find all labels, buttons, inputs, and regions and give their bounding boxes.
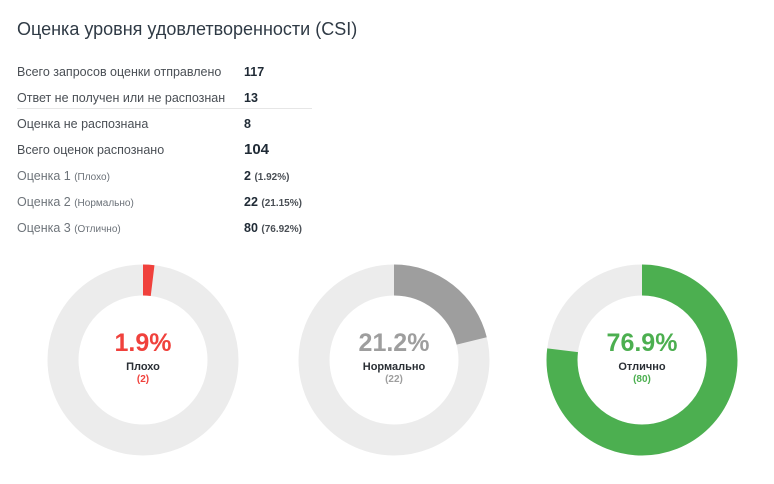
rating1-value: 2 <box>244 169 251 183</box>
rating3-pct: (76.92%) <box>261 224 302 235</box>
stat-label-sent: Всего запросов оценки отправлено <box>17 65 222 79</box>
stat-row-recognized: Всего оценок распознано 104 <box>17 136 317 162</box>
donut-arc-excellent <box>546 264 738 456</box>
stat-value-unrecognized: 8 <box>244 117 251 131</box>
stat-value-rating1: 2 (1.92%) <box>244 169 289 183</box>
donut-chart-normal: 21.2% Нормально (22) <box>296 262 492 458</box>
donut-svg-bad <box>47 264 239 456</box>
stat-value-rating3: 80 (76.92%) <box>244 221 302 235</box>
donut-arc-normal <box>298 264 490 456</box>
stat-label-rating3: Оценка 3 (Отлично) <box>17 221 121 235</box>
stat-row-unrecognized: Оценка не распознана 8 <box>17 110 317 136</box>
rating1-sub: (Плохо) <box>74 172 110 183</box>
donut-center-normal: 21.2% Нормально (22) <box>296 328 492 385</box>
stat-row-no-answer: Ответ не получен или не распознан 13 <box>17 84 317 110</box>
stat-value-no-answer: 13 <box>244 91 258 105</box>
rating3-value: 80 <box>244 221 258 235</box>
donut-chart-excellent: 76.9% Отлично (80) <box>544 262 740 458</box>
stat-label-rating1: Оценка 1 (Плохо) <box>17 169 110 183</box>
donut-percent-excellent: 76.9% <box>606 329 678 357</box>
rating2-sub: (Нормально) <box>74 198 134 209</box>
rating3-sub: (Отлично) <box>74 224 121 235</box>
stat-row-rating2: Оценка 2 (Нормально) 22 (21.15%) <box>17 188 317 214</box>
stat-row-rating3: Оценка 3 (Отлично) 80 (76.92%) <box>17 214 317 240</box>
stat-value-recognized: 104 <box>244 141 270 158</box>
stat-row-sent: Всего запросов оценки отправлено 117 <box>17 58 317 84</box>
donut-count-excellent: (80) <box>633 374 651 385</box>
rating3-label: Оценка 3 <box>17 221 71 235</box>
stat-label-rating2: Оценка 2 (Нормально) <box>17 195 134 209</box>
page-title: Оценка уровня удовлетворенности (CSI) <box>17 19 358 39</box>
donut-percent-normal: 21.2% <box>358 329 430 357</box>
stat-value-rating2: 22 (21.15%) <box>244 195 302 209</box>
donut-count-normal: (22) <box>385 374 403 385</box>
donut-count-bad: (2) <box>136 374 150 385</box>
stats-table: Всего запросов оценки отправлено 117 Отв… <box>17 58 317 240</box>
stat-value-sent: 117 <box>244 65 265 79</box>
donut-name-excellent: Отлично <box>618 361 666 373</box>
donut-percent-bad: 1.9% <box>114 329 172 357</box>
donut-svg-normal <box>298 264 490 456</box>
stat-label-recognized: Всего оценок распознано <box>17 143 165 157</box>
donut-arc-bad <box>47 264 239 456</box>
donut-chart-bad: 1.9% Плохо (2) <box>45 262 241 458</box>
rating2-value: 22 <box>244 195 258 209</box>
stat-label-unrecognized: Оценка не распознана <box>17 117 149 131</box>
rating1-label: Оценка 1 <box>17 169 71 183</box>
rating2-pct: (21.15%) <box>261 198 302 209</box>
stat-label-no-answer: Ответ не получен или не распознан <box>17 91 226 105</box>
rating2-label: Оценка 2 <box>17 195 71 209</box>
stat-row-rating1: Оценка 1 (Плохо) 2 (1.92%) <box>17 162 317 188</box>
donut-center-bad: 1.9% Плохо (2) <box>45 328 241 385</box>
donut-center-excellent: 76.9% Отлично (80) <box>544 328 740 385</box>
rating1-pct: (1.92%) <box>254 172 290 183</box>
donut-name-bad: Плохо <box>126 361 160 373</box>
donut-svg-excellent <box>546 264 738 456</box>
donut-name-normal: Нормально <box>362 361 426 373</box>
